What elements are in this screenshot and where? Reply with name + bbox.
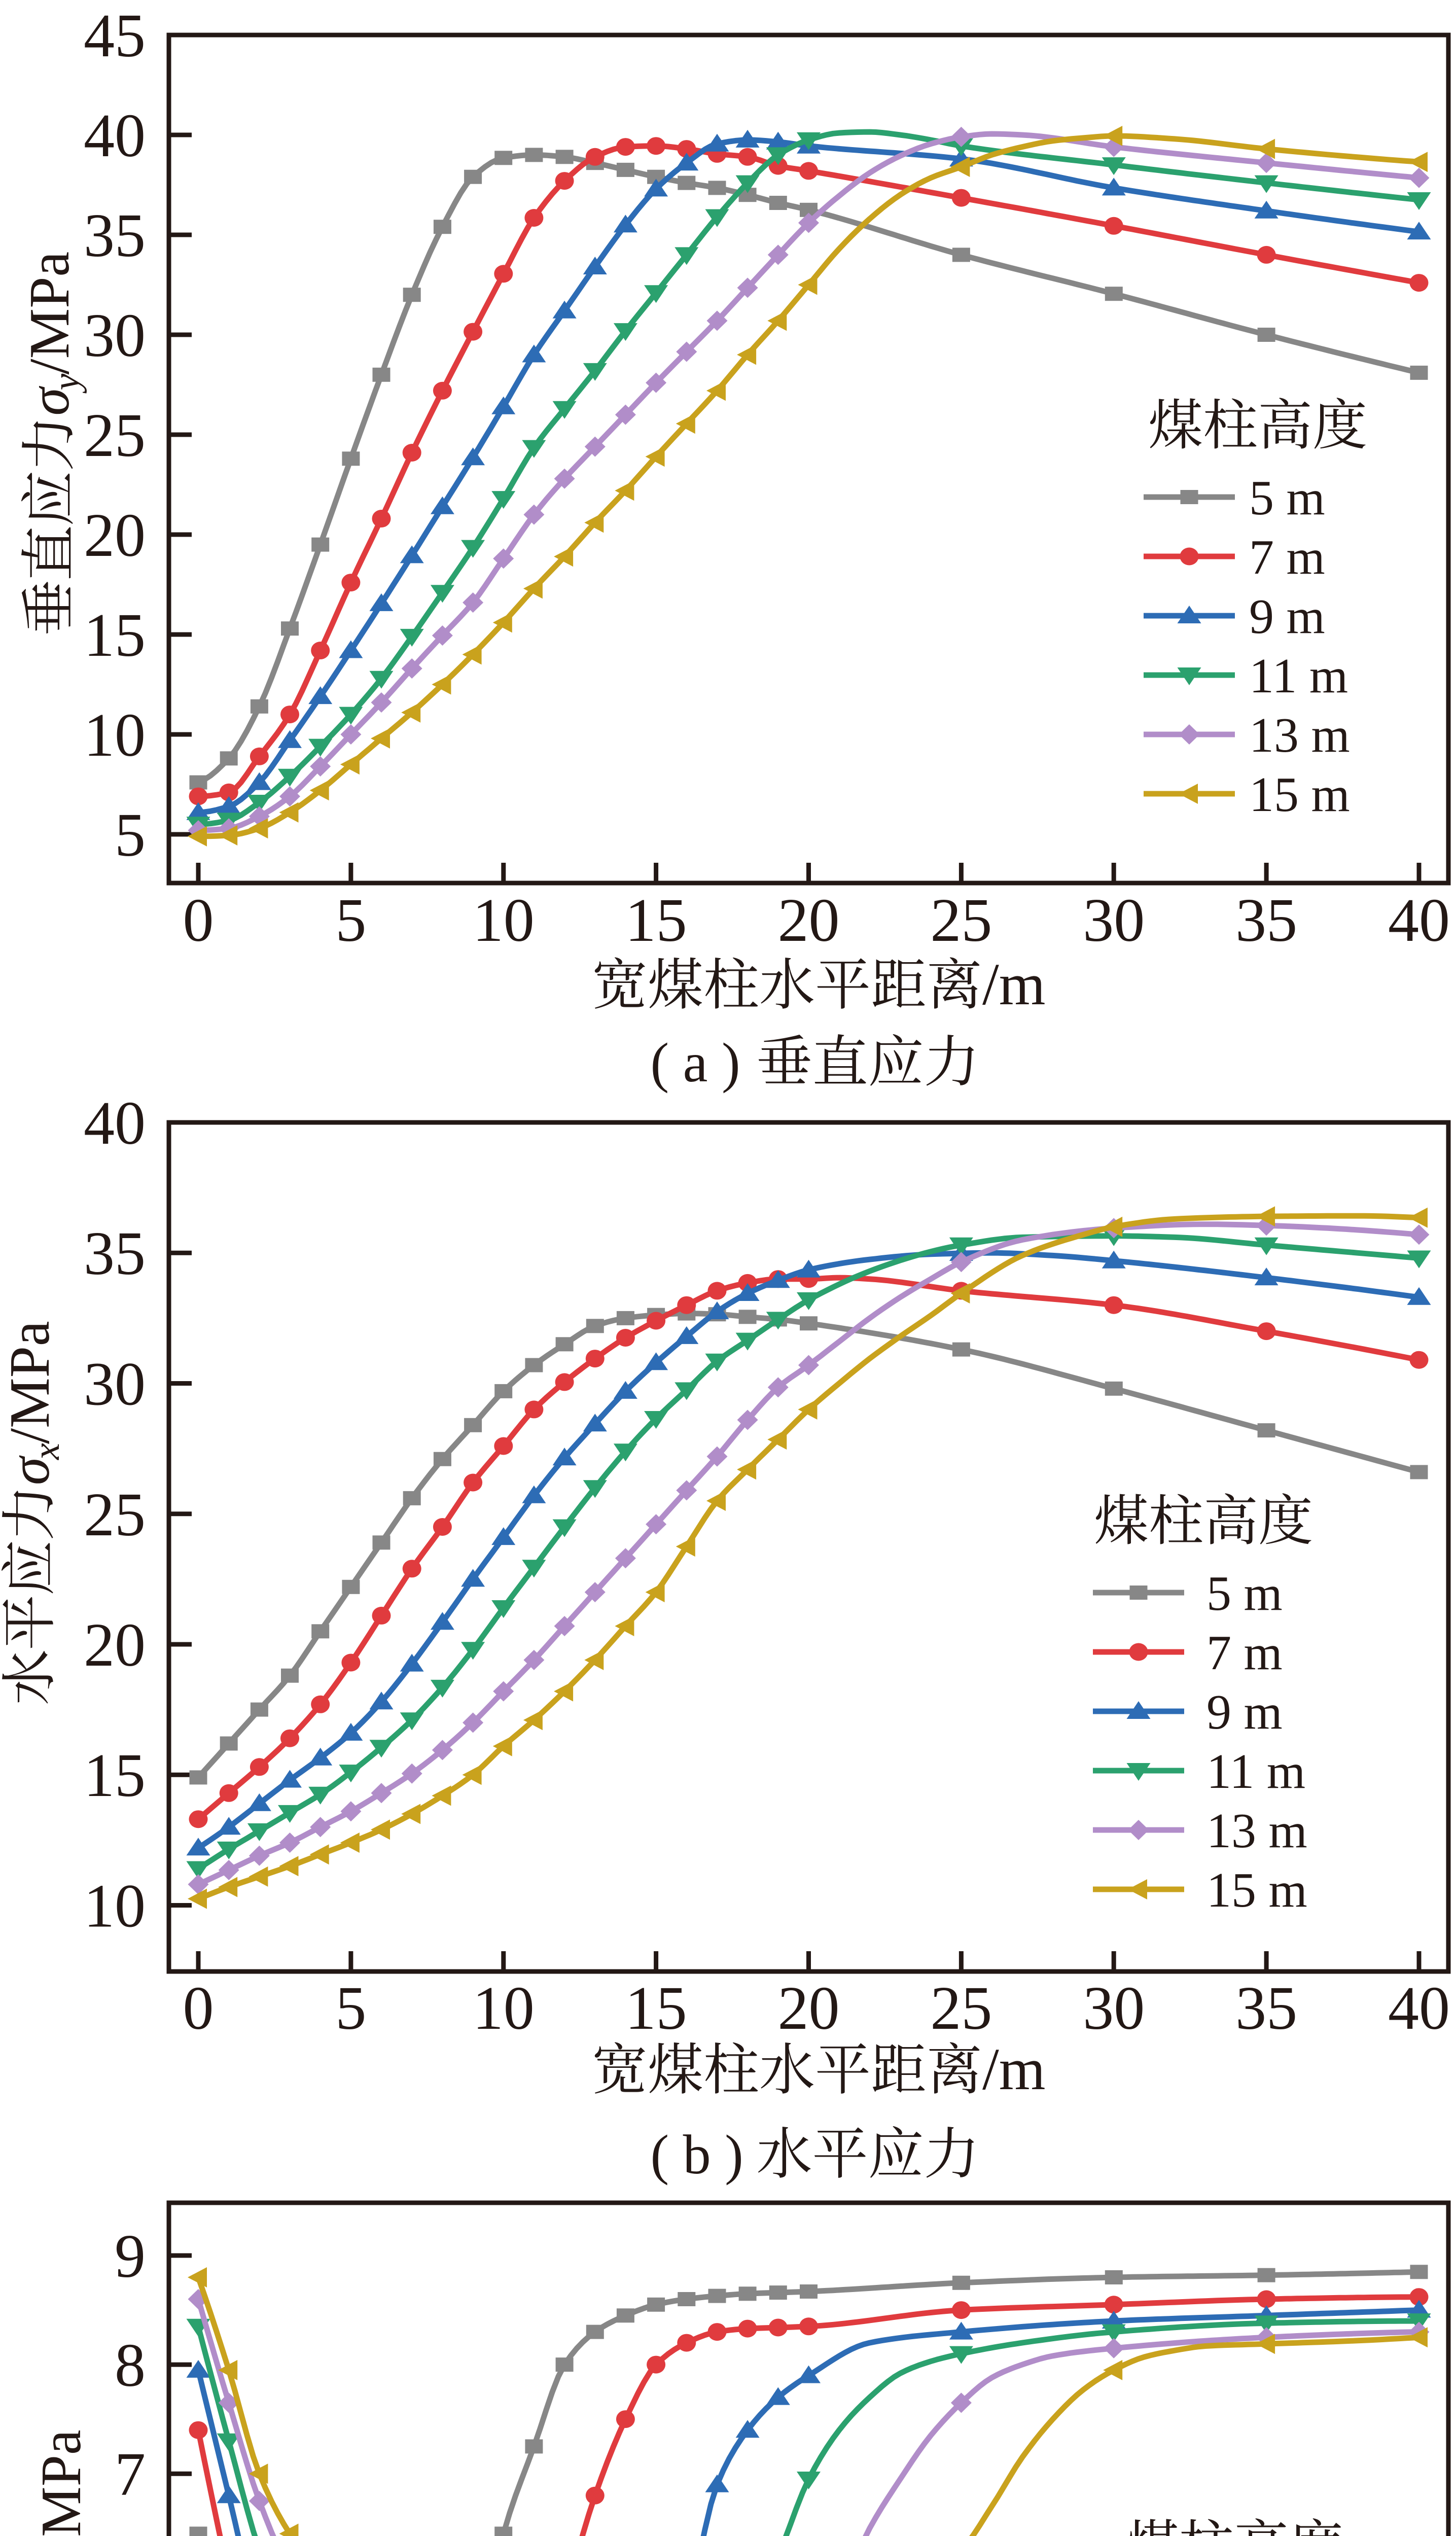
svg-text:15: 15 xyxy=(625,886,687,955)
svg-text:5 m: 5 m xyxy=(1206,1566,1283,1621)
svg-text:40: 40 xyxy=(84,1089,146,1157)
svg-text:45: 45 xyxy=(84,2,146,70)
svg-text:/MPa: /MPa xyxy=(30,2429,93,2536)
svg-text:35: 35 xyxy=(1235,1974,1297,2042)
svg-text:11 m: 11 m xyxy=(1249,649,1348,703)
svg-text:/MPa: /MPa xyxy=(0,1321,61,1444)
svg-text:13 m: 13 m xyxy=(1249,708,1350,763)
svg-text:/MPa: /MPa xyxy=(18,252,81,375)
svg-text:5: 5 xyxy=(335,886,366,955)
svg-text:( a ): ( a ) xyxy=(651,1032,740,1094)
svg-text:15 m: 15 m xyxy=(1206,1863,1307,1918)
svg-text:40: 40 xyxy=(1388,886,1450,955)
svg-text:20: 20 xyxy=(778,886,840,955)
svg-text:40: 40 xyxy=(84,101,146,170)
svg-text:13 m: 13 m xyxy=(1206,1804,1307,1858)
svg-text:15: 15 xyxy=(84,1741,146,1810)
svg-text:5: 5 xyxy=(115,801,146,869)
svg-text:20: 20 xyxy=(84,1611,146,1679)
svg-text:25: 25 xyxy=(84,401,146,470)
svg-text:11 m: 11 m xyxy=(1206,1744,1305,1799)
svg-text:y: y xyxy=(46,374,87,394)
svg-text:9 m: 9 m xyxy=(1249,589,1325,644)
svg-text:15: 15 xyxy=(84,601,146,670)
svg-text:15 m: 15 m xyxy=(1249,767,1350,822)
svg-text:25: 25 xyxy=(930,1974,992,2042)
svg-text:8: 8 xyxy=(115,2331,146,2400)
svg-text:x: x xyxy=(26,1443,67,1460)
svg-text:( b ): ( b ) xyxy=(651,2124,743,2186)
svg-text:7 m: 7 m xyxy=(1206,1626,1283,1680)
svg-text:/m: /m xyxy=(982,2036,1046,2102)
svg-text:5 m: 5 m xyxy=(1249,471,1325,525)
svg-text:30: 30 xyxy=(84,1350,146,1419)
svg-text:35: 35 xyxy=(84,1219,146,1288)
svg-text:9: 9 xyxy=(115,2222,146,2291)
svg-text:30: 30 xyxy=(1083,886,1145,955)
svg-text:10: 10 xyxy=(473,1974,535,2042)
svg-text:5: 5 xyxy=(335,1974,366,2042)
svg-text:7 m: 7 m xyxy=(1249,530,1325,585)
svg-text:0: 0 xyxy=(183,1974,214,2042)
svg-text:9 m: 9 m xyxy=(1206,1685,1283,1740)
svg-text:10: 10 xyxy=(84,1872,146,1941)
svg-text:7: 7 xyxy=(115,2440,146,2509)
svg-text:/m: /m xyxy=(982,951,1046,1017)
svg-text:10: 10 xyxy=(84,701,146,769)
svg-text:10: 10 xyxy=(473,886,535,955)
svg-text:40: 40 xyxy=(1388,1974,1450,2042)
svg-text:0: 0 xyxy=(183,886,214,955)
svg-text:30: 30 xyxy=(1083,1974,1145,2042)
svg-text:35: 35 xyxy=(1235,886,1297,955)
svg-text:σ: σ xyxy=(18,386,81,416)
svg-text:25: 25 xyxy=(84,1481,146,1549)
svg-text:30: 30 xyxy=(84,301,146,370)
svg-text:25: 25 xyxy=(930,886,992,955)
svg-text:σ: σ xyxy=(0,1455,61,1485)
svg-text:35: 35 xyxy=(84,201,146,270)
svg-text:20: 20 xyxy=(84,501,146,570)
svg-text:15: 15 xyxy=(625,1974,687,2042)
svg-text:20: 20 xyxy=(778,1974,840,2042)
